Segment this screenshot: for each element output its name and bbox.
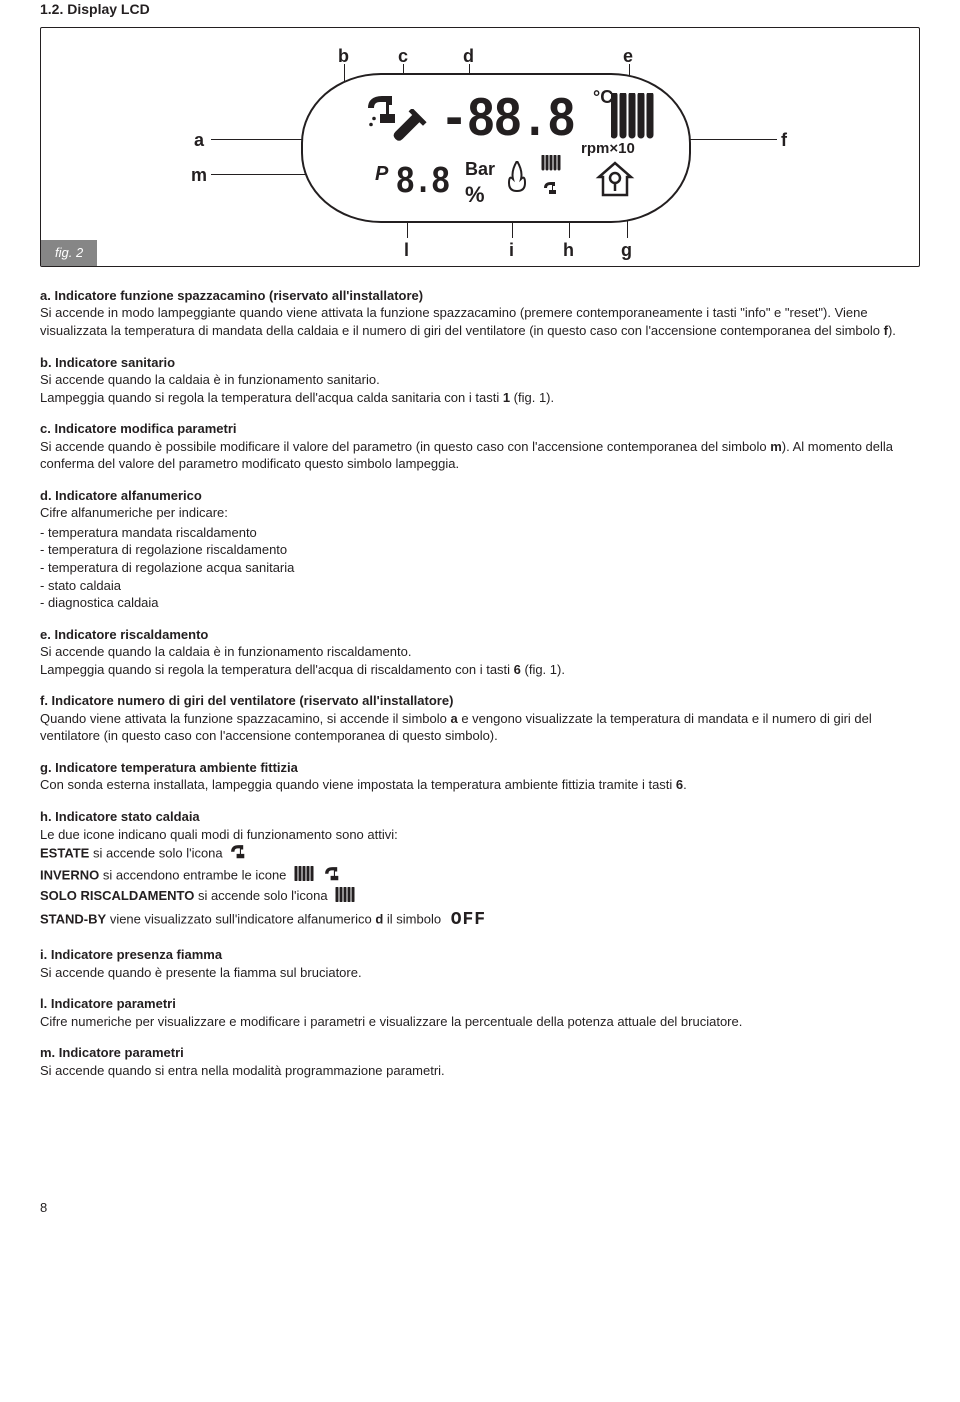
entry-b-title: b. Indicatore sanitario [40, 354, 920, 372]
entry-i-body: Si accende quando è presente la fiamma s… [40, 964, 920, 982]
entry-d-list: temperatura mandata riscaldamento temper… [40, 524, 920, 612]
state-estate: ESTATE si accende solo l'icona [40, 844, 920, 865]
figure-label: fig. 2 [41, 240, 97, 266]
entry-i: i. Indicatore presenza fiamma Si accende… [40, 946, 920, 981]
radiator-icon [335, 887, 357, 907]
entry-d-title: d. Indicatore alfanumerico [40, 487, 920, 505]
mini-faucet-icon [543, 181, 559, 202]
entry-e-body2: Lampeggia quando si regola la temperatur… [40, 661, 920, 679]
list-item: temperatura mandata riscaldamento [40, 524, 920, 542]
entry-g-title: g. Indicatore temperatura ambiente fitti… [40, 759, 920, 777]
entry-f-title: f. Indicatore numero di giri del ventila… [40, 692, 920, 710]
entry-l: l. Indicatore parametri Cifre numeriche … [40, 995, 920, 1030]
entry-h-lead: Le due icone indicano quali modi di funz… [40, 826, 920, 844]
state-solo-risc: SOLO RISCALDAMENTO si accende solo l'ico… [40, 887, 920, 907]
flame-icon [507, 161, 529, 200]
entry-l-title: l. Indicatore parametri [40, 995, 920, 1013]
callout-l: l [404, 238, 409, 262]
entry-m: m. Indicatore parametri Si accende quand… [40, 1044, 920, 1079]
radiator-icon [611, 93, 661, 146]
figure-box: fig. 2 b c d e a m f l i h g [40, 27, 920, 267]
entry-m-title: m. Indicatore parametri [40, 1044, 920, 1062]
list-item: diagnostica caldaia [40, 594, 920, 612]
entry-e-title: e. Indicatore riscaldamento [40, 626, 920, 644]
list-item: stato caldaia [40, 577, 920, 595]
radiator-icon [294, 866, 316, 886]
entry-g: g. Indicatore temperatura ambiente fitti… [40, 759, 920, 794]
entry-g-body: Con sonda esterna installata, lampeggia … [40, 776, 920, 794]
entry-l-body: Cifre numeriche per visualizzare e modif… [40, 1013, 920, 1031]
off-symbol: OFF [451, 908, 486, 932]
p-indicator: P [375, 161, 388, 188]
entry-i-title: i. Indicatore presenza fiamma [40, 946, 920, 964]
page-number: 8 [40, 1199, 920, 1217]
state-inverno: INVERNO si accendono entrambe le icone [40, 866, 920, 887]
callout-g: g [621, 238, 632, 262]
callout-e: e [623, 44, 633, 68]
bar-label: Bar [465, 157, 495, 181]
entry-a-body: Si accende in modo lampeggiante quando v… [40, 304, 920, 339]
entry-a-title: a. Indicatore funzione spazzacamino (ris… [40, 287, 920, 305]
entry-b-body2: Lampeggia quando si regola la temperatur… [40, 389, 920, 407]
entry-a: a. Indicatore funzione spazzacamino (ris… [40, 287, 920, 340]
callout-m: m [191, 163, 207, 187]
entry-d-lead: Cifre alfanumeriche per indicare: [40, 504, 920, 522]
house-icon [595, 161, 637, 204]
entry-h-title: h. Indicatore stato caldaia [40, 808, 920, 826]
entry-f-body: Quando viene attivata la funzione spazza… [40, 710, 920, 745]
wrench-icon [393, 109, 441, 162]
faucet-icon [324, 866, 342, 887]
entry-c-title: c. Indicatore modifica parametri [40, 420, 920, 438]
lcd-display: -88.8 °C rpm×10 P 8.8 Bar % [301, 73, 691, 223]
entry-c-body: Si accende quando è possibile modificare… [40, 438, 920, 473]
faucet-icon [230, 844, 248, 865]
entry-b: b. Indicatore sanitario Si accende quand… [40, 354, 920, 407]
main-digits: -88.8 [440, 83, 574, 159]
entry-m-body: Si accende quando si entra nella modalit… [40, 1062, 920, 1080]
percent-label: % [465, 180, 485, 210]
callout-i: i [509, 238, 514, 262]
entry-b-body1: Si accende quando la caldaia è in funzio… [40, 371, 920, 389]
section-title: 1.2. Display LCD [40, 0, 920, 19]
entry-f: f. Indicatore numero di giri del ventila… [40, 692, 920, 745]
state-standby: STAND-BY viene visualizzato sull'indicat… [40, 908, 920, 932]
rpm-label: rpm×10 [581, 139, 635, 159]
param-digits: 8.8 [396, 157, 449, 208]
entry-c: c. Indicatore modifica parametri Si acce… [40, 420, 920, 473]
list-item: temperatura di regolazione riscaldamento [40, 541, 920, 559]
entry-e: e. Indicatore riscaldamento Si accende q… [40, 626, 920, 679]
list-item: temperatura di regolazione acqua sanitar… [40, 559, 920, 577]
entry-h: h. Indicatore stato caldaia Le due icone… [40, 808, 920, 932]
callout-h: h [563, 238, 574, 262]
entry-e-body1: Si accende quando la caldaia è in funzio… [40, 643, 920, 661]
entry-d: d. Indicatore alfanumerico Cifre alfanum… [40, 487, 920, 612]
callout-a: a [194, 128, 204, 152]
callout-f: f [781, 128, 787, 152]
mini-radiator-icon [541, 155, 563, 178]
